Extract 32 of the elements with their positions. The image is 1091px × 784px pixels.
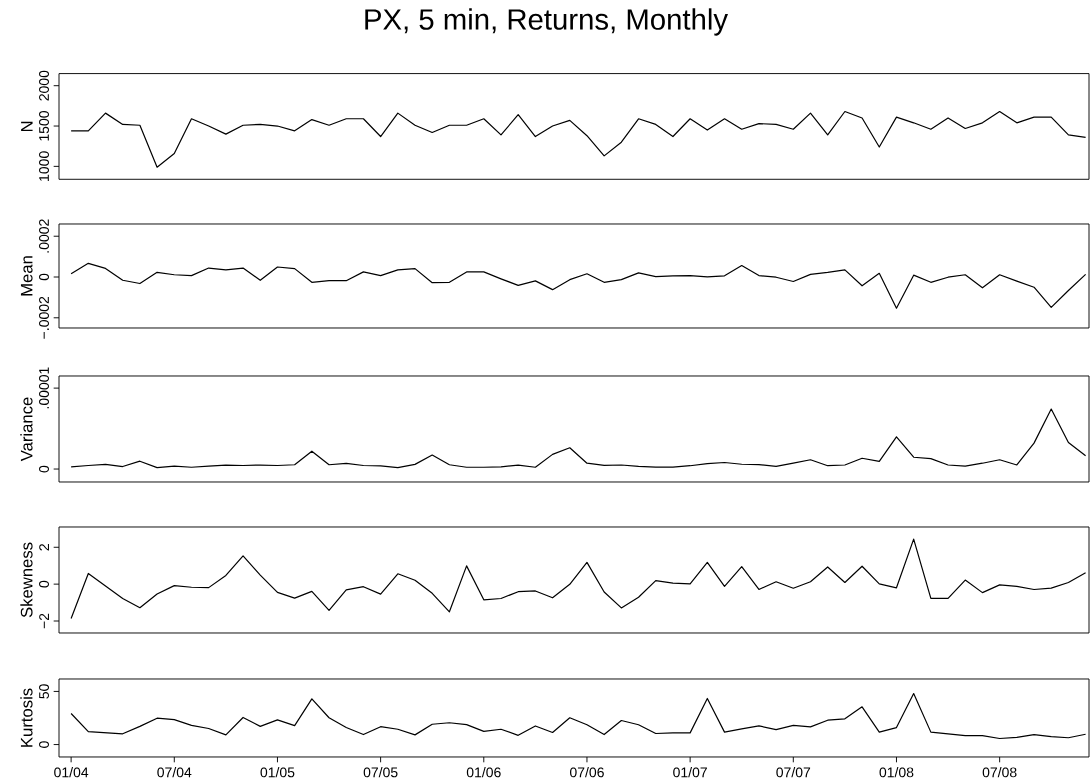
y-axis-title: Skewness: [20, 542, 33, 618]
line-series: [70, 110, 1087, 168]
y-tick-label: .0002: [39, 219, 49, 253]
y-tick-label: 2000: [39, 70, 49, 101]
x-tick-label: 01/05: [260, 767, 295, 778]
x-tick-label: 01/04: [54, 767, 89, 778]
y-tick-label: 0: [39, 741, 49, 748]
y-tick-label: 50: [39, 684, 49, 699]
y-tick-label: 1500: [39, 111, 49, 141]
x-tick-label: 07/06: [569, 767, 604, 778]
y-tick-label: 0: [39, 273, 49, 281]
x-tick-label: 07/08: [982, 767, 1017, 778]
x-tick-label: 07/04: [157, 767, 192, 778]
y-tick-label: 2: [39, 544, 49, 551]
chart-title: PX, 5 min, Returns, Monthly: [365, 8, 729, 36]
y-tick-label: −.0002: [39, 296, 49, 339]
line-series: [70, 262, 1087, 309]
x-tick-label: 07/07: [776, 767, 811, 778]
x-tick-label: 01/06: [466, 767, 501, 778]
y-tick-label: 0: [39, 465, 49, 473]
line-series: [70, 408, 1087, 469]
y-axis-title: Kurtosis: [20, 688, 33, 747]
y-tick-label: .00001: [39, 367, 49, 409]
x-tick-label: 01/07: [673, 767, 707, 778]
x-tick-label: 01/08: [879, 767, 914, 778]
y-tick-label: −2: [39, 613, 49, 629]
y-axis-title: Mean: [20, 256, 33, 296]
y-tick-label: 0: [39, 580, 49, 588]
x-tick-label: 07/05: [363, 767, 398, 778]
y-axis-title: Variance: [20, 397, 33, 462]
y-tick-label: 1000: [39, 151, 49, 181]
y-axis-title: N: [21, 121, 33, 132]
